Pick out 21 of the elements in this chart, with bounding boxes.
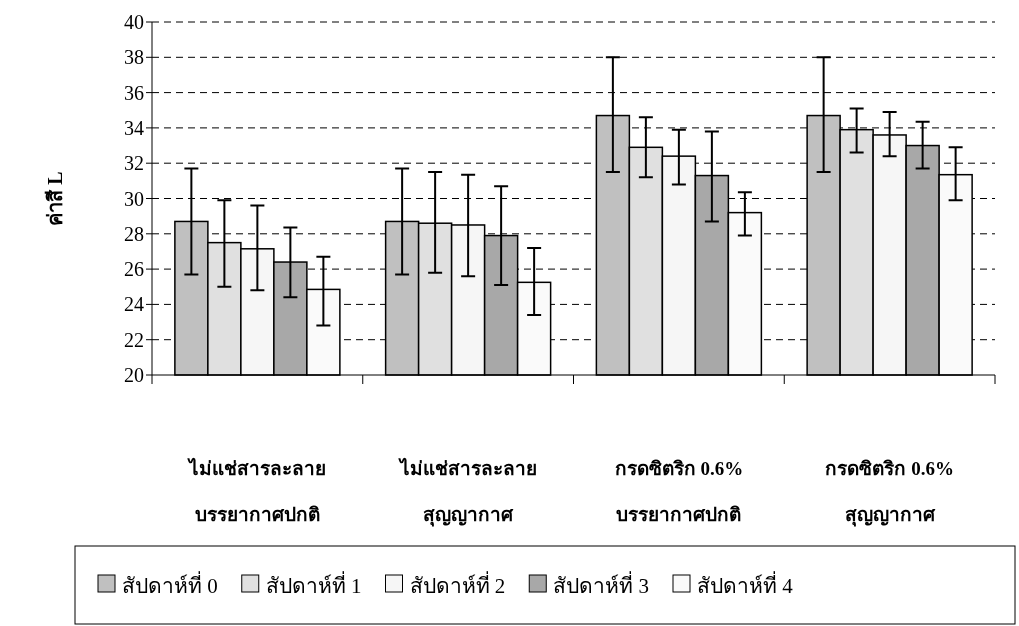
y-tick-label: 20 — [124, 364, 144, 386]
y-tick-label: 34 — [124, 116, 144, 139]
category-label: ไม่แช่สารละลาย บรรยากาศปกติ — [188, 458, 326, 525]
y-tick-label: 32 — [124, 152, 144, 175]
y-tick-label: 28 — [124, 222, 144, 245]
y-tick-label: 40 — [124, 11, 144, 33]
y-axis-title: ค่าสี L — [44, 171, 66, 226]
legend-label: สัปดาห์ที่ 4 — [697, 571, 794, 598]
legend-label: สัปดาห์ที่ 0 — [122, 571, 218, 598]
y-tick-label: 38 — [124, 46, 144, 69]
y-tick-label: 30 — [124, 187, 144, 210]
legend-label: สัปดาห์ที่ 3 — [553, 571, 649, 598]
y-tick-label: 36 — [124, 81, 144, 104]
category-label: กรดซิตริก 0.6% บรรยากาศปกติ — [614, 458, 744, 525]
y-tick-label: 24 — [124, 293, 144, 316]
category-label: กรดซิตริก 0.6% สุญญากาศ — [825, 458, 954, 525]
legend-label: สัปดาห์ที่ 2 — [409, 571, 506, 598]
y-tick-label: 22 — [124, 328, 144, 351]
category-label: ไม่แช่สารละลาย สุญญากาศ — [399, 458, 537, 525]
y-tick-label: 26 — [124, 258, 144, 281]
legend-label: สัปดาห์ที่ 1 — [265, 571, 362, 598]
